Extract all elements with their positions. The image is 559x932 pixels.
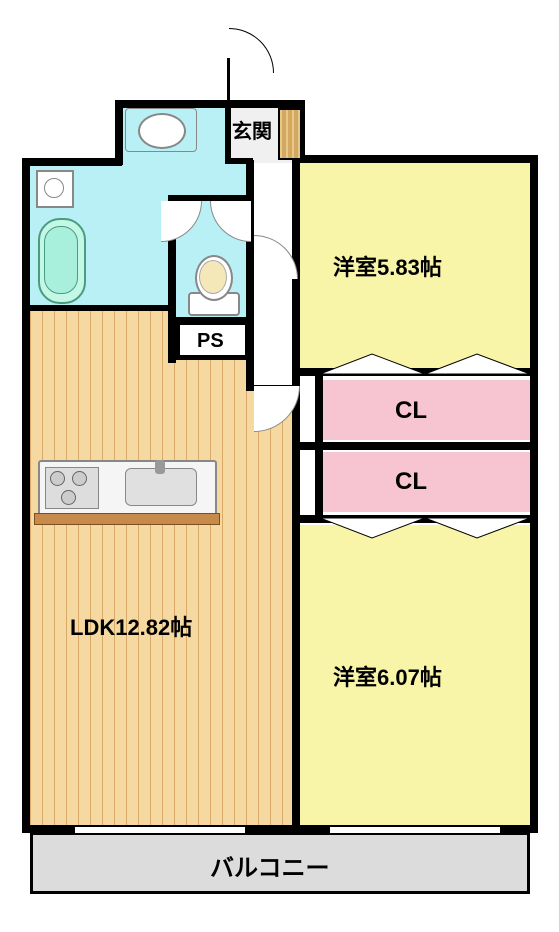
closet2-label: CL bbox=[395, 468, 427, 496]
wall bbox=[115, 100, 305, 108]
shoe-rack bbox=[278, 108, 302, 160]
stove-burner bbox=[50, 471, 65, 486]
vanity-counter bbox=[125, 108, 197, 152]
wall bbox=[530, 155, 538, 833]
bedroom2-label: 洋室6.07帖 bbox=[333, 660, 442, 692]
kitchen-faucet bbox=[155, 460, 165, 474]
stove-burner bbox=[61, 490, 76, 505]
bathtub-inner bbox=[44, 226, 78, 294]
entrance-label: 玄関 bbox=[232, 115, 272, 144]
wall bbox=[297, 442, 535, 450]
sliding-partition bbox=[296, 525, 300, 690]
wall bbox=[168, 195, 253, 201]
stove-burner bbox=[72, 471, 87, 486]
wall bbox=[225, 103, 231, 161]
closet2-door-icon bbox=[320, 516, 530, 540]
ldk-room bbox=[30, 320, 292, 825]
wall bbox=[225, 158, 253, 164]
bedroom1-label: 洋室5.83帖 bbox=[333, 250, 442, 282]
wall bbox=[246, 160, 254, 390]
ps-label: PS bbox=[197, 330, 224, 353]
toilet-seat bbox=[199, 260, 227, 294]
entrance-door bbox=[227, 58, 230, 102]
floorplan-container: 玄関 洋室5.83帖 CL CL 洋室6.07帖 LDK12.82帖 PS バル… bbox=[0, 0, 559, 932]
wall bbox=[168, 317, 253, 323]
wall bbox=[22, 158, 122, 166]
washer-drum bbox=[44, 178, 64, 198]
window-bedroom2 bbox=[330, 826, 500, 834]
ldk-label: LDK12.82帖 bbox=[70, 610, 192, 642]
window-ldk bbox=[75, 826, 245, 834]
wall bbox=[22, 158, 30, 832]
wall bbox=[30, 305, 175, 311]
wall bbox=[115, 100, 123, 165]
wall bbox=[297, 155, 537, 163]
balcony-label: バルコニー bbox=[210, 848, 330, 883]
kitchen-counter-bar bbox=[34, 513, 220, 525]
closet1-door-icon bbox=[320, 352, 530, 376]
closet1-label: CL bbox=[395, 397, 427, 425]
vanity-room-ext bbox=[120, 165, 168, 205]
